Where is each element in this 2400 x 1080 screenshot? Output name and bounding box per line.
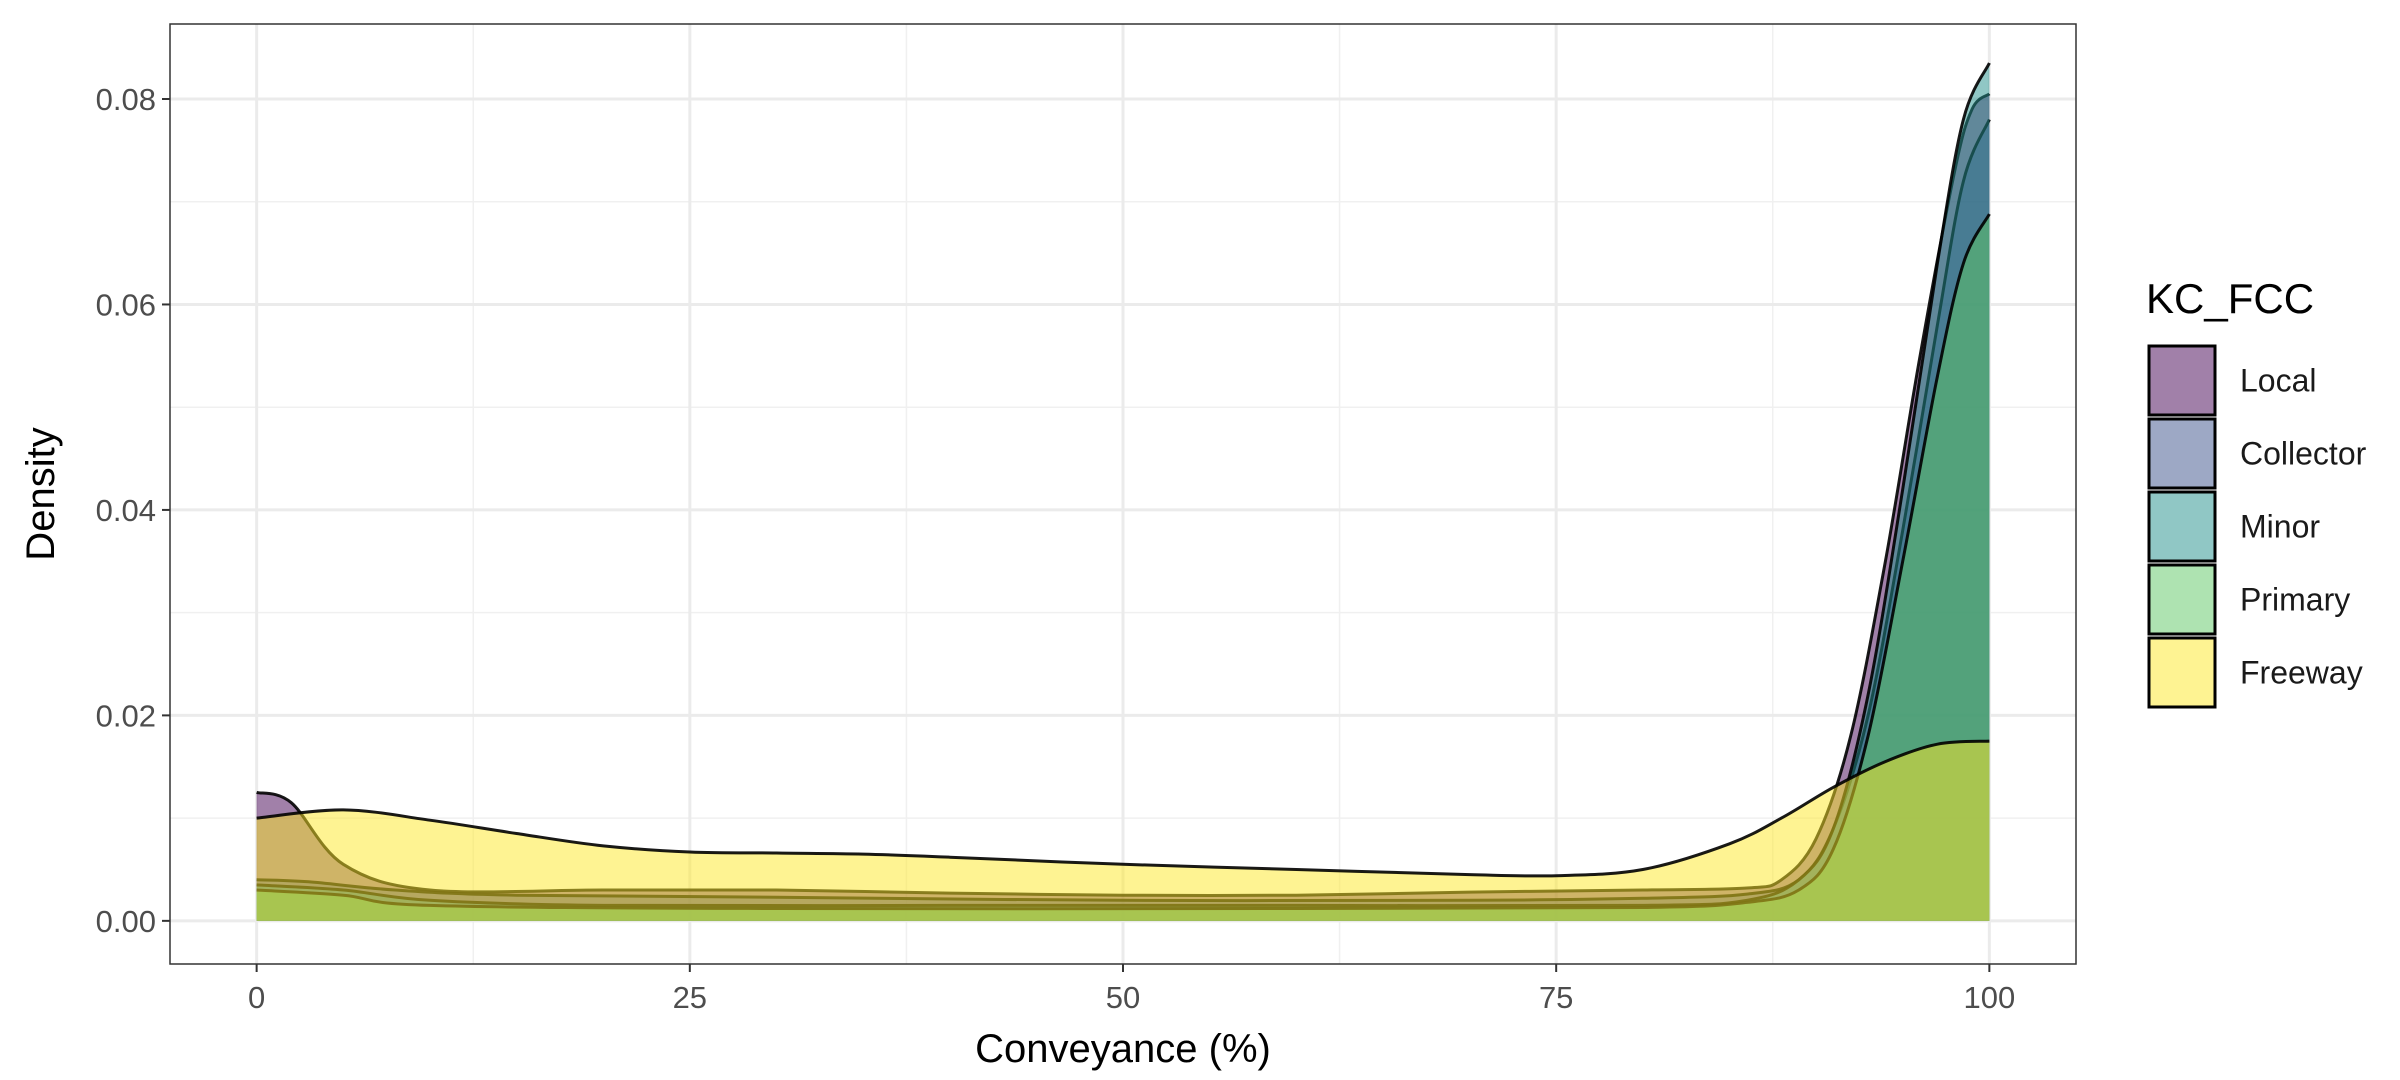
x-tick-label: 100 xyxy=(1963,980,2015,1015)
legend-label-primary: Primary xyxy=(2240,582,2350,618)
axis-ticks: 0 25 50 75 100 0.00 0.02 0.04 0.06 0.08 xyxy=(96,82,2016,1015)
y-tick-label: 0.08 xyxy=(96,82,156,117)
legend-key-freeway xyxy=(2147,636,2217,709)
density-areas xyxy=(256,62,1991,921)
x-axis-title: Conveyance (%) xyxy=(975,1027,1271,1071)
legend: KC_FCC Local Collector Minor Primary Freeway xyxy=(2146,275,2367,709)
legend-key-minor xyxy=(2147,490,2217,563)
y-tick-label: 0.02 xyxy=(96,698,156,733)
legend-label-freeway: Freeway xyxy=(2240,655,2363,691)
legend-key-primary xyxy=(2147,563,2217,636)
legend-label-local: Local xyxy=(2240,363,2317,399)
legend-key-local xyxy=(2147,344,2217,417)
x-tick-label: 0 xyxy=(248,980,265,1015)
y-tick-label: 0.04 xyxy=(96,493,156,528)
legend-title: KC_FCC xyxy=(2146,275,2314,322)
legend-key-collector xyxy=(2147,417,2217,490)
x-tick-label: 25 xyxy=(673,980,707,1015)
y-axis-title: Density xyxy=(19,427,63,560)
legend-label-collector: Collector xyxy=(2240,436,2367,472)
density-line-freeway xyxy=(256,739,1990,878)
legend-label-minor: Minor xyxy=(2240,509,2320,545)
y-tick-label: 0.06 xyxy=(96,287,156,322)
y-tick-label: 0.00 xyxy=(96,904,156,939)
x-tick-label: 50 xyxy=(1106,980,1140,1015)
x-tick-label: 75 xyxy=(1539,980,1573,1015)
